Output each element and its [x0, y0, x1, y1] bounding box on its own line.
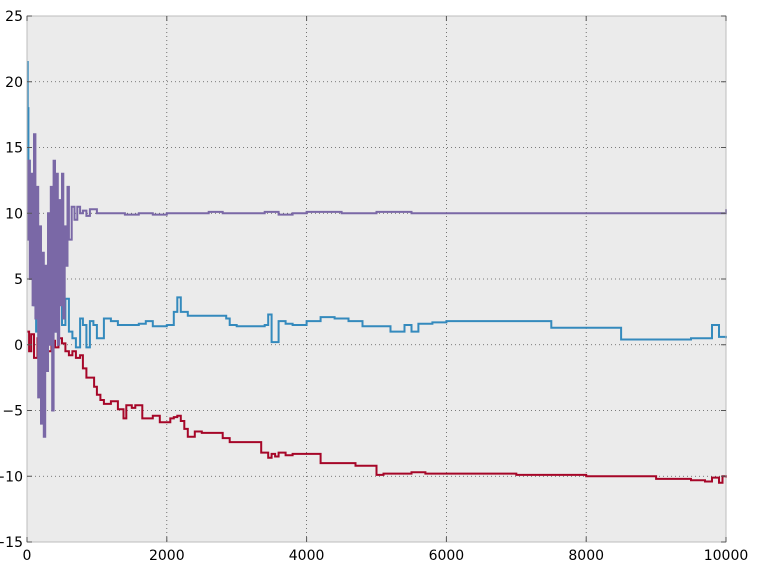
y-tick-label: 10 — [5, 206, 23, 222]
axis-tick-labels: 0 2000 4000 6000 8000 10000 −15 −10 −5 0 5 10 15 20 25 — [0, 9, 748, 564]
y-tick-label: 25 — [5, 9, 23, 25]
series-line-3 — [27, 133, 727, 438]
x-tick-label: 10000 — [704, 548, 749, 564]
series-layer — [26, 61, 727, 484]
x-tick-label: 0 — [23, 548, 32, 564]
y-tick-label: 20 — [5, 75, 23, 91]
x-tick-label: 8000 — [568, 548, 604, 564]
y-tick-label: 0 — [14, 338, 23, 354]
x-tick-label: 2000 — [149, 548, 185, 564]
x-tick-label: 6000 — [429, 548, 465, 564]
y-tick-label: 15 — [5, 141, 23, 157]
x-tick-label: 4000 — [289, 548, 325, 564]
y-tick-label: −5 — [2, 404, 23, 420]
y-tick-label: −10 — [0, 469, 23, 485]
axis-ticks — [26, 15, 727, 543]
y-tick-label: 5 — [14, 272, 23, 288]
y-tick-label: −15 — [0, 535, 23, 551]
series-line-1 — [27, 330, 727, 484]
